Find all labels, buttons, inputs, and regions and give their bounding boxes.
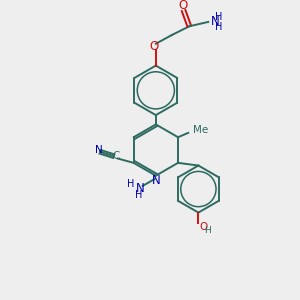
Text: N: N <box>152 174 160 188</box>
Text: H: H <box>135 190 142 200</box>
Text: Me: Me <box>193 125 208 135</box>
Text: O: O <box>200 222 208 232</box>
Text: C: C <box>112 151 120 160</box>
Text: N: N <box>135 182 144 195</box>
Text: H: H <box>128 178 135 188</box>
Text: O: O <box>178 0 188 12</box>
Text: H: H <box>215 22 222 32</box>
Text: N: N <box>211 15 219 28</box>
Text: H: H <box>204 226 211 235</box>
Text: O: O <box>150 40 159 52</box>
Text: H: H <box>215 12 222 22</box>
Text: N: N <box>95 145 103 155</box>
